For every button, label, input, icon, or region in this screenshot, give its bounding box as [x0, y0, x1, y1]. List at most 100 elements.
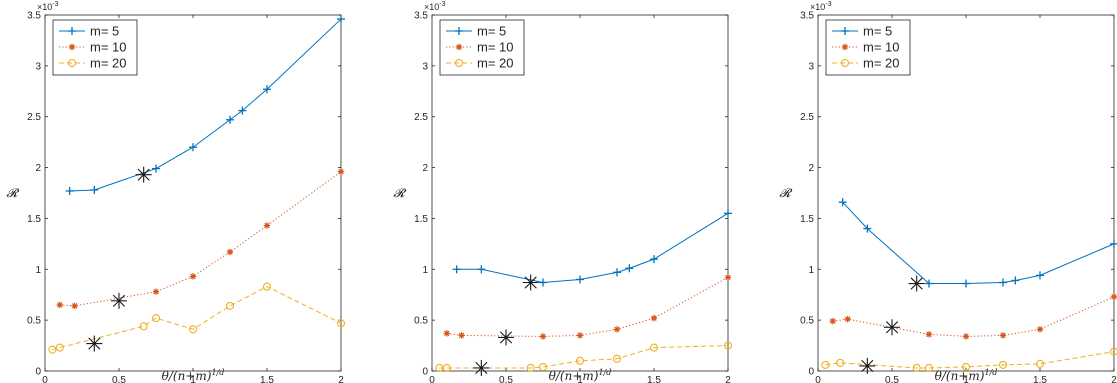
y-tick-label: 1 — [808, 265, 814, 276]
data-point — [613, 268, 621, 277]
legend-label: m= 5 — [863, 24, 892, 39]
data-point — [724, 274, 732, 281]
data-point — [526, 363, 535, 372]
x-tick-label: 2 — [725, 375, 731, 383]
x-tick-label: 0.5 — [499, 375, 513, 383]
y-tick-label: 0.5 — [414, 316, 428, 327]
series-line — [842, 201, 1115, 285]
data-point — [48, 345, 57, 354]
legend-label: m= 20 — [90, 56, 127, 71]
data-point — [336, 319, 346, 328]
data-point — [829, 317, 836, 325]
x-tick-label: 2 — [1111, 375, 1117, 383]
optimum-marker — [111, 292, 127, 309]
x-tick-label: 1 — [963, 375, 969, 383]
data-point — [961, 362, 971, 371]
data-point — [650, 255, 658, 264]
data-point — [836, 358, 845, 367]
optimum-marker — [908, 275, 925, 292]
y-tick-label: 3 — [808, 61, 814, 72]
series-m-10 — [829, 293, 1117, 340]
data-point — [924, 363, 934, 372]
legend-label: m= 20 — [477, 56, 514, 71]
series-m-5 — [838, 198, 1117, 288]
optimum-marker — [135, 166, 152, 183]
data-point — [863, 224, 872, 233]
x-axis-label: θ/(n+m)1/d — [935, 368, 998, 383]
y-axis-label: 𝓡 — [6, 186, 20, 200]
data-point — [55, 343, 64, 352]
y-tick-label: 2 — [35, 163, 41, 174]
data-point — [238, 106, 247, 115]
data-point — [999, 332, 1007, 339]
y-tick-label: 1 — [422, 265, 428, 276]
y-tick-label: 2.5 — [800, 112, 814, 123]
data-point — [575, 356, 585, 365]
data-point — [650, 314, 658, 322]
legend: m= 5m= 10m= 20 — [439, 19, 525, 76]
x-tick-label: 0 — [815, 375, 821, 383]
series-m-5 — [452, 209, 732, 287]
data-point — [576, 332, 584, 339]
legend-label: m= 5 — [90, 24, 119, 39]
series-line — [825, 351, 1115, 369]
chart-panel-3: 0 0.5 1 1.5 2 2.5 3 3.5 0 0.5 1 1.5 2 ×10-3 𝓡θ/(n+m)1/… — [779, 1, 1117, 383]
data-point — [625, 264, 634, 273]
x-tick-label: 1.5 — [1033, 375, 1047, 383]
legend-marker — [67, 58, 77, 68]
legend-marker — [455, 43, 463, 51]
data-point — [925, 331, 933, 338]
data-point — [263, 222, 271, 229]
data-point — [724, 209, 732, 218]
y-tick-label: 0.5 — [27, 316, 41, 327]
x-tick-label: 2 — [338, 375, 344, 383]
y-axis-label: 𝓡 — [393, 186, 407, 200]
data-point — [539, 333, 547, 340]
legend-marker — [68, 43, 76, 51]
series-line — [456, 212, 729, 284]
data-point — [962, 333, 970, 340]
legend-marker — [68, 27, 76, 35]
legend-marker — [841, 43, 849, 51]
data-point — [1110, 293, 1117, 300]
optimum-marker — [859, 357, 876, 374]
x-axis-label: θ/(n+m)1/d — [162, 368, 225, 383]
series-line — [52, 286, 342, 351]
data-point — [71, 302, 78, 310]
y-exponent-label: ×10-3 — [810, 1, 832, 12]
x-axis-label: θ/(n+m)1/d — [549, 368, 612, 383]
legend-marker — [840, 58, 850, 68]
data-point — [458, 332, 465, 339]
legend-marker — [454, 58, 464, 68]
data-point — [1035, 359, 1045, 368]
data-point — [477, 265, 486, 274]
data-point — [1109, 347, 1117, 356]
optimum-marker — [473, 359, 490, 376]
data-point — [844, 315, 851, 323]
x-tick-label: 0 — [429, 375, 435, 383]
data-point — [189, 143, 197, 152]
data-point — [152, 164, 160, 173]
data-point — [576, 275, 584, 284]
x-tick-label: 0.5 — [885, 375, 899, 383]
data-point — [821, 360, 830, 369]
data-point — [226, 115, 234, 124]
optimum-marker — [86, 335, 103, 352]
data-point — [189, 273, 197, 280]
series-m-10 — [443, 274, 732, 340]
data-point — [139, 322, 148, 331]
series-m-20 — [48, 282, 346, 354]
y-tick-label: 1.5 — [27, 214, 41, 225]
legend: m= 5m= 10m= 20 — [825, 19, 911, 76]
legend-label: m= 10 — [477, 40, 514, 55]
series-line — [439, 345, 729, 369]
y-tick-label: 1 — [35, 265, 41, 276]
legend-label: m= 20 — [863, 56, 900, 71]
series-line — [69, 18, 342, 192]
data-point — [612, 354, 622, 363]
data-point — [226, 248, 234, 256]
legend-label: m= 10 — [863, 40, 900, 55]
data-point — [188, 325, 198, 334]
data-point — [1036, 271, 1044, 280]
data-point — [838, 198, 847, 207]
